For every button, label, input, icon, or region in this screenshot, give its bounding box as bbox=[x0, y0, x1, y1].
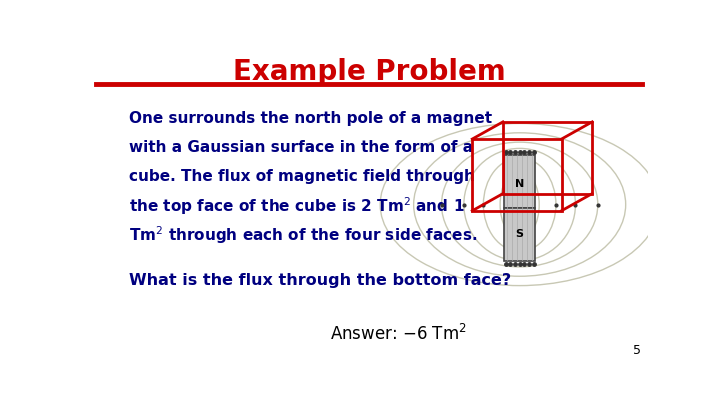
Text: with a Gaussian surface in the form of a: with a Gaussian surface in the form of a bbox=[129, 140, 473, 155]
Text: N: N bbox=[515, 179, 524, 189]
Text: S: S bbox=[516, 229, 523, 239]
FancyBboxPatch shape bbox=[504, 155, 535, 208]
Text: What is the flux through the bottom face?: What is the flux through the bottom face… bbox=[129, 273, 511, 288]
Text: One surrounds the north pole of a magnet: One surrounds the north pole of a magnet bbox=[129, 111, 492, 126]
FancyBboxPatch shape bbox=[504, 208, 535, 261]
Text: Answer: $-$6 Tm$^2$: Answer: $-$6 Tm$^2$ bbox=[330, 324, 467, 344]
Text: 5: 5 bbox=[634, 344, 642, 357]
Text: Tm$^2$ through each of the four side faces.: Tm$^2$ through each of the four side fac… bbox=[129, 224, 477, 245]
Text: Example Problem: Example Problem bbox=[233, 58, 505, 86]
Text: the top face of the cube is 2 Tm$^2$ and 1: the top face of the cube is 2 Tm$^2$ and… bbox=[129, 195, 464, 217]
Text: cube. The flux of magnetic field through: cube. The flux of magnetic field through bbox=[129, 169, 475, 184]
